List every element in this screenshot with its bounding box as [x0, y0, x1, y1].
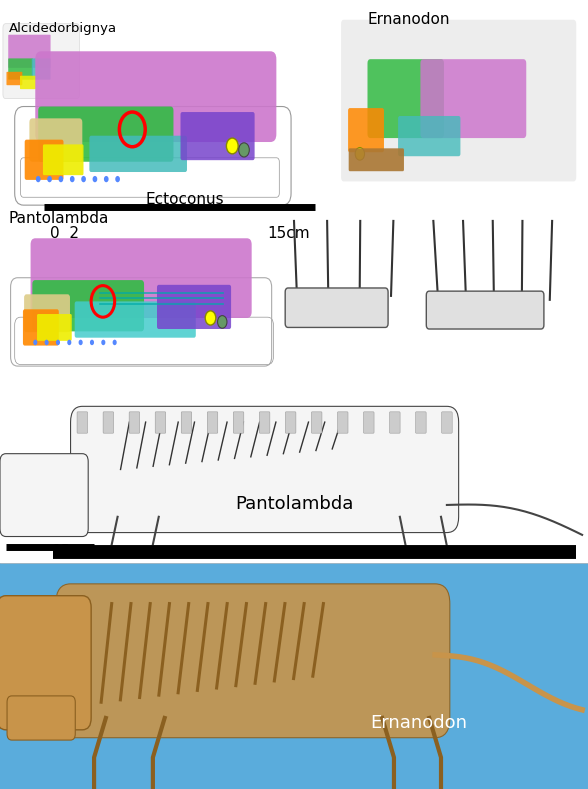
FancyBboxPatch shape — [75, 301, 196, 338]
FancyBboxPatch shape — [8, 35, 51, 68]
Circle shape — [112, 340, 116, 346]
FancyBboxPatch shape — [285, 412, 296, 433]
FancyBboxPatch shape — [7, 696, 75, 740]
FancyBboxPatch shape — [37, 314, 72, 341]
Circle shape — [79, 340, 83, 346]
FancyBboxPatch shape — [312, 412, 322, 433]
FancyBboxPatch shape — [77, 412, 88, 433]
Circle shape — [36, 176, 41, 182]
FancyBboxPatch shape — [129, 412, 140, 433]
Text: Pantolambda: Pantolambda — [9, 211, 109, 226]
Circle shape — [92, 176, 97, 182]
Circle shape — [47, 176, 52, 182]
FancyBboxPatch shape — [426, 291, 544, 329]
FancyBboxPatch shape — [155, 412, 166, 433]
Text: 15cm: 15cm — [53, 543, 92, 557]
FancyBboxPatch shape — [181, 412, 192, 433]
Text: Ernanodon: Ernanodon — [370, 714, 467, 732]
FancyBboxPatch shape — [32, 58, 51, 80]
Circle shape — [205, 311, 216, 325]
Circle shape — [67, 340, 71, 346]
Circle shape — [104, 176, 109, 182]
Circle shape — [33, 340, 38, 346]
FancyBboxPatch shape — [32, 280, 144, 331]
FancyBboxPatch shape — [363, 412, 374, 433]
FancyBboxPatch shape — [38, 107, 173, 162]
FancyBboxPatch shape — [29, 118, 82, 162]
Circle shape — [45, 340, 49, 346]
Circle shape — [101, 340, 105, 346]
FancyBboxPatch shape — [71, 406, 459, 533]
Text: Alcidedorbignya: Alcidedorbignya — [9, 22, 117, 35]
FancyBboxPatch shape — [207, 412, 218, 433]
Text: Ectoconus: Ectoconus — [146, 192, 225, 207]
FancyBboxPatch shape — [35, 51, 276, 142]
Circle shape — [59, 176, 64, 182]
FancyBboxPatch shape — [6, 72, 22, 85]
FancyBboxPatch shape — [20, 76, 36, 89]
Text: Ernanodon: Ernanodon — [368, 12, 450, 27]
FancyBboxPatch shape — [181, 112, 255, 160]
Text: Pantolambda: Pantolambda — [235, 495, 353, 514]
FancyBboxPatch shape — [349, 148, 404, 171]
FancyBboxPatch shape — [233, 412, 244, 433]
Circle shape — [218, 316, 227, 328]
FancyBboxPatch shape — [368, 59, 444, 138]
FancyBboxPatch shape — [341, 20, 576, 181]
FancyBboxPatch shape — [25, 140, 64, 180]
FancyBboxPatch shape — [24, 294, 70, 332]
FancyBboxPatch shape — [389, 412, 400, 433]
Circle shape — [70, 176, 75, 182]
Text: 0  2: 0 2 — [50, 226, 79, 241]
FancyBboxPatch shape — [285, 288, 388, 327]
FancyBboxPatch shape — [43, 144, 83, 175]
Circle shape — [56, 340, 60, 346]
FancyBboxPatch shape — [23, 309, 59, 346]
FancyBboxPatch shape — [0, 563, 588, 789]
FancyBboxPatch shape — [338, 412, 348, 433]
Circle shape — [226, 138, 238, 154]
FancyBboxPatch shape — [3, 24, 79, 99]
FancyBboxPatch shape — [31, 238, 252, 318]
Circle shape — [115, 176, 120, 182]
Circle shape — [81, 176, 86, 182]
FancyBboxPatch shape — [423, 211, 579, 357]
FancyBboxPatch shape — [276, 211, 415, 357]
FancyBboxPatch shape — [89, 136, 187, 172]
FancyBboxPatch shape — [157, 285, 231, 329]
FancyBboxPatch shape — [442, 412, 452, 433]
FancyBboxPatch shape — [398, 116, 460, 156]
Circle shape — [90, 340, 94, 346]
FancyBboxPatch shape — [420, 59, 526, 138]
FancyBboxPatch shape — [56, 584, 450, 738]
FancyBboxPatch shape — [348, 108, 384, 152]
FancyBboxPatch shape — [0, 454, 88, 537]
Circle shape — [355, 148, 365, 160]
FancyBboxPatch shape — [259, 412, 270, 433]
FancyBboxPatch shape — [21, 158, 279, 197]
FancyBboxPatch shape — [0, 358, 588, 554]
FancyBboxPatch shape — [0, 596, 91, 730]
FancyBboxPatch shape — [416, 412, 426, 433]
Circle shape — [239, 143, 249, 157]
FancyBboxPatch shape — [15, 317, 273, 365]
FancyBboxPatch shape — [8, 58, 33, 80]
Text: 15cm: 15cm — [268, 226, 310, 241]
FancyBboxPatch shape — [103, 412, 113, 433]
